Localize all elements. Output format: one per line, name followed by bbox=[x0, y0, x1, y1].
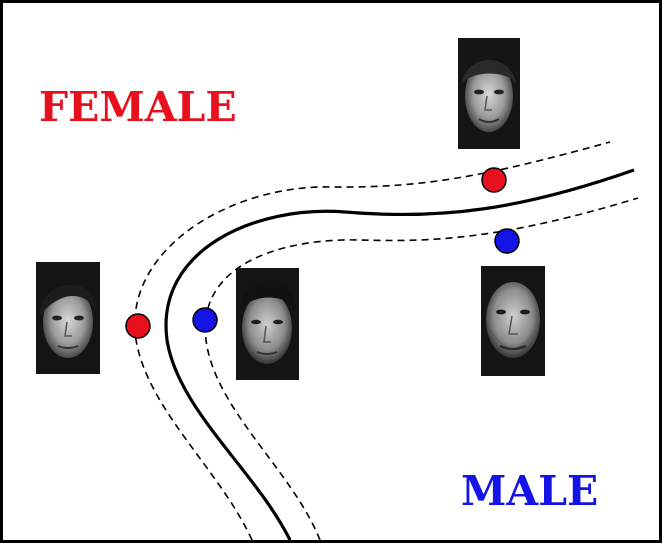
face-photo-male-center bbox=[236, 268, 299, 380]
face-photo-female-top bbox=[458, 38, 520, 149]
female-label: FEMALE bbox=[39, 83, 237, 131]
support-vector-male-left bbox=[192, 307, 218, 333]
margin-line-female-side bbox=[133, 141, 611, 541]
support-vector-male-right bbox=[494, 228, 520, 254]
support-vector-female-right bbox=[481, 167, 507, 193]
male-label: MALE bbox=[461, 467, 599, 515]
decision-boundary bbox=[164, 168, 635, 541]
margin-line-male-side bbox=[204, 197, 639, 541]
face-photo-male-right bbox=[481, 266, 545, 376]
support-vector-female-left bbox=[125, 313, 151, 339]
face-photo-female-left bbox=[36, 262, 100, 374]
